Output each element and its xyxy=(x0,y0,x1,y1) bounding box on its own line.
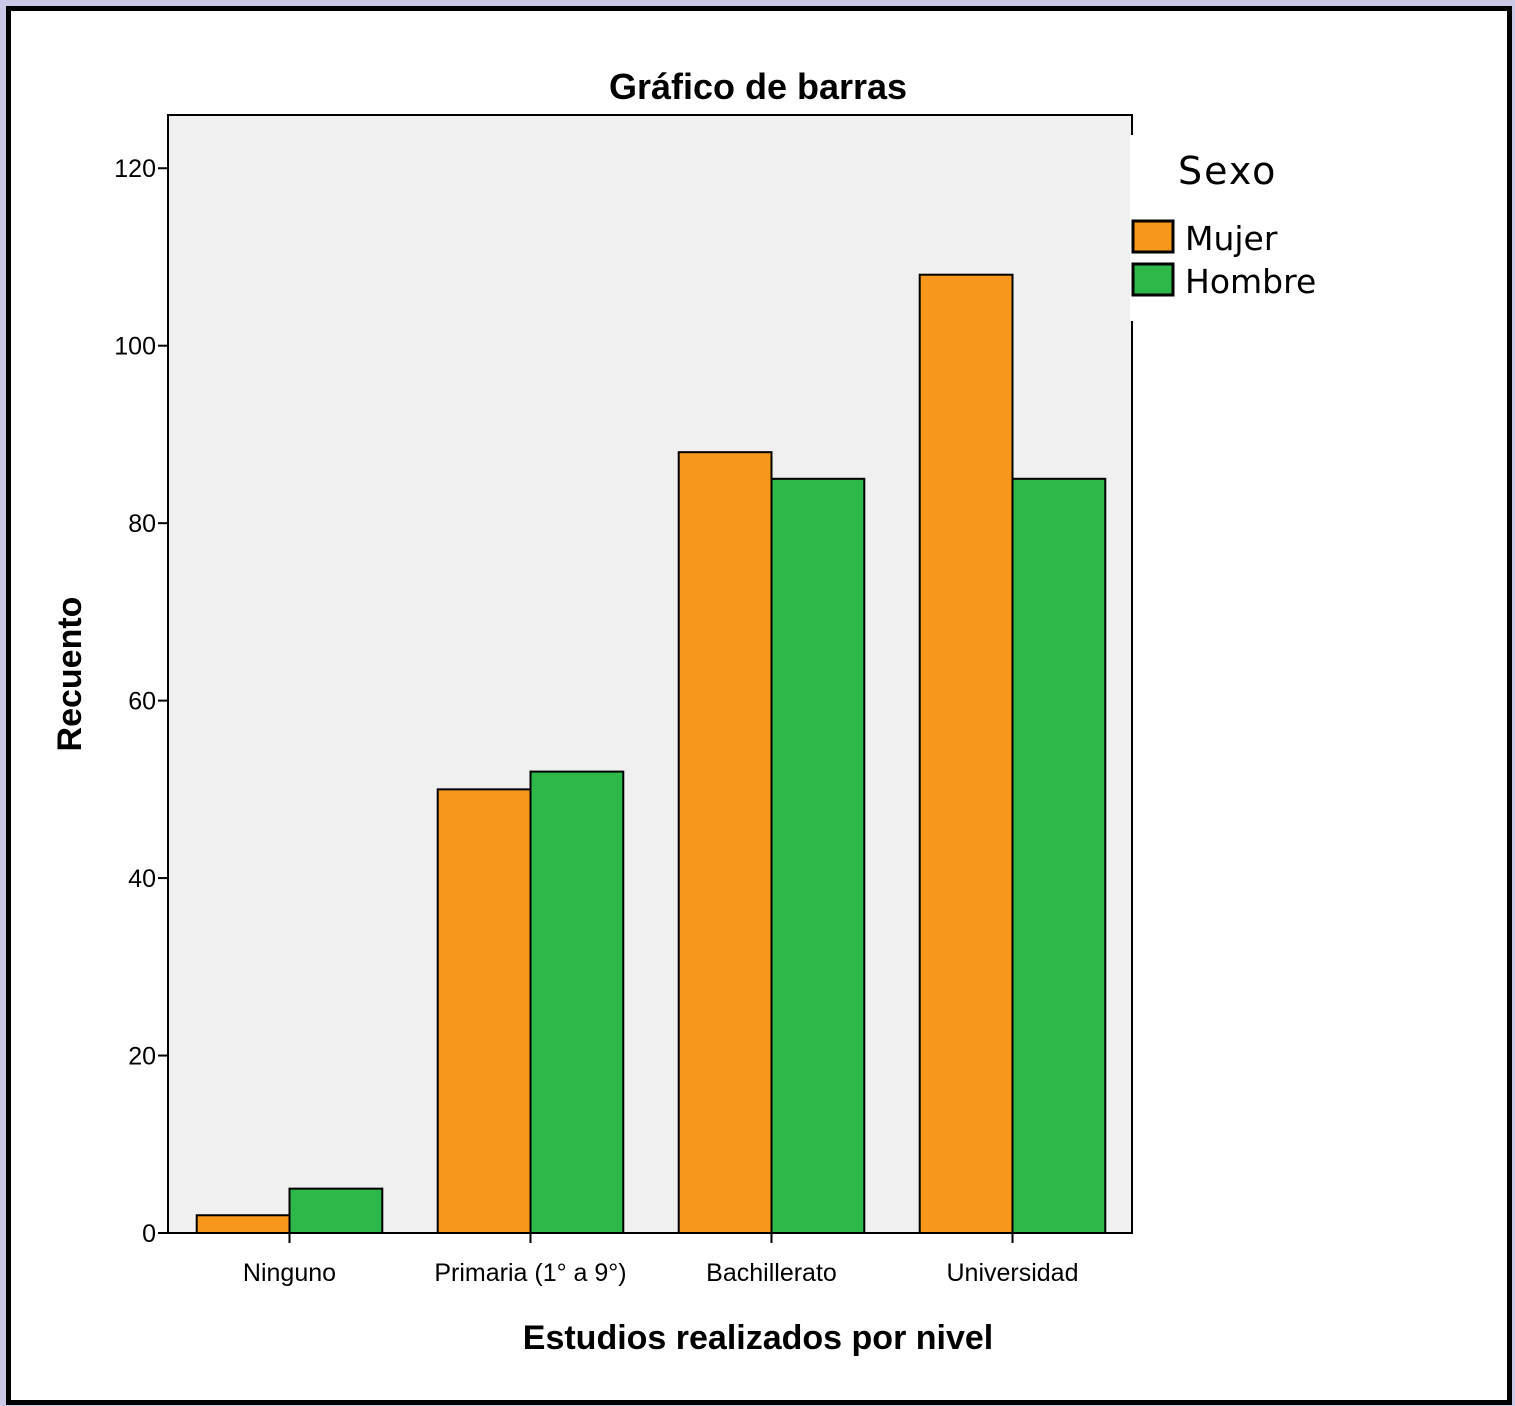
legend-items: Mujer Hombre xyxy=(1131,219,1316,301)
y-tick-label: 60 xyxy=(128,688,156,716)
bar-hombre-2 xyxy=(770,477,866,1234)
x-tick-label: Primaria (1° a 9°) xyxy=(434,1259,626,1287)
bar-mujer-3 xyxy=(918,273,1014,1234)
y-tick-label: 80 xyxy=(128,510,156,538)
legend-label-mujer: Mujer xyxy=(1185,219,1278,258)
y-axis: 0 20 40 60 80 100 120 xyxy=(114,155,168,1248)
y-tick-label: 40 xyxy=(128,865,156,893)
legend-title: Sexo xyxy=(1178,149,1277,193)
bar-mujer-0 xyxy=(195,1214,291,1235)
legend: Sexo Mujer Hombre xyxy=(1130,135,1340,321)
bar-mujer-1 xyxy=(436,788,532,1234)
x-axis-title: Estudios realizados por nivel xyxy=(523,1319,993,1357)
bars-group xyxy=(195,273,1107,1235)
legend-swatch-mujer xyxy=(1131,219,1175,254)
bar-chart: Gráfico de barras 0 20 40 60 80 100 120 Ningun… xyxy=(51,66,1340,1357)
bar-hombre-1 xyxy=(529,770,625,1234)
bar-mujer-2 xyxy=(677,451,773,1234)
y-axis-title: Recuento xyxy=(51,597,89,752)
chart-title: Gráfico de barras xyxy=(609,66,907,107)
chart-frame: Gráfico de barras 0 20 40 60 80 100 120 Ningun… xyxy=(6,6,1512,1405)
x-tick-label: Bachillerato xyxy=(706,1259,837,1287)
y-tick-label: 120 xyxy=(114,155,156,183)
bar-hombre-3 xyxy=(1011,477,1107,1234)
y-tick-label: 20 xyxy=(128,1043,156,1071)
x-tick-label: Ninguno xyxy=(243,1259,336,1287)
x-axis: Ninguno Primaria (1° a 9°) Bachillerato Uni… xyxy=(243,1233,1079,1287)
legend-label-hombre: Hombre xyxy=(1185,262,1316,301)
x-tick-label: Universidad xyxy=(946,1259,1078,1287)
y-tick-label: 0 xyxy=(142,1220,156,1248)
legend-swatch-hombre xyxy=(1131,262,1175,297)
y-tick-label: 100 xyxy=(114,333,156,361)
bar-hombre-0 xyxy=(288,1187,384,1234)
